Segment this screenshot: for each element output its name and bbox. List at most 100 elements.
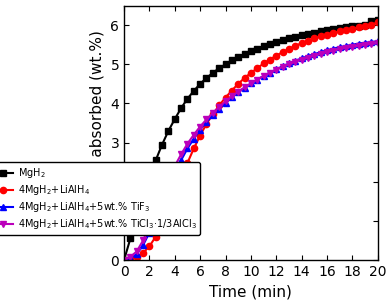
4MgH$_2$+LiAlH$_4$ <box>255 66 260 70</box>
4MgH$_2$+LiAlH$_4$ <box>141 251 145 255</box>
4MgH$_2$+LiAlH$_4$+5wt.% TiCl$_3$·1/3AlCl$_3$ <box>268 71 272 75</box>
MgH$_2$ <box>160 143 165 146</box>
4MgH$_2$+LiAlH$_4$+5wt.% TiF$_3$ <box>287 62 291 65</box>
4MgH$_2$+LiAlH$_4$+5wt.% TiF$_3$ <box>299 56 304 60</box>
4MgH$_2$+LiAlH$_4$+5wt.% TiF$_3$ <box>223 101 228 105</box>
Line: MgH$_2$: MgH$_2$ <box>121 17 381 263</box>
MgH$_2$ <box>217 66 221 70</box>
4MgH$_2$+LiAlH$_4$ <box>369 23 374 27</box>
4MgH$_2$+LiAlH$_4$+5wt.% TiF$_3$ <box>337 45 342 49</box>
4MgH$_2$+LiAlH$_4$ <box>337 30 342 33</box>
4MgH$_2$+LiAlH$_4$+5wt.% TiCl$_3$·1/3AlCl$_3$ <box>325 50 329 54</box>
4MgH$_2$+LiAlH$_4$ <box>166 208 171 212</box>
4MgH$_2$+LiAlH$_4$ <box>198 134 203 137</box>
MgH$_2$ <box>147 176 152 180</box>
MgH$_2$ <box>376 18 380 22</box>
4MgH$_2$+LiAlH$_4$+5wt.% TiCl$_3$·1/3AlCl$_3$ <box>179 152 183 156</box>
MgH$_2$ <box>287 37 291 40</box>
4MgH$_2$+LiAlH$_4$+5wt.% TiCl$_3$·1/3AlCl$_3$ <box>147 224 152 228</box>
MgH$_2$ <box>306 32 310 36</box>
MgH$_2$ <box>185 97 190 101</box>
MgH$_2$ <box>236 56 241 59</box>
4MgH$_2$+LiAlH$_4$+5wt.% TiCl$_3$·1/3AlCl$_3$ <box>287 63 291 66</box>
4MgH$_2$+LiAlH$_4$+5wt.% TiF$_3$ <box>147 231 152 235</box>
4MgH$_2$+LiAlH$_4$ <box>331 31 336 35</box>
4MgH$_2$+LiAlH$_4$+5wt.% TiF$_3$ <box>344 44 348 48</box>
4MgH$_2$+LiAlH$_4$+5wt.% TiCl$_3$·1/3AlCl$_3$ <box>306 56 310 59</box>
4MgH$_2$+LiAlH$_4$+5wt.% TiCl$_3$·1/3AlCl$_3$ <box>191 133 196 137</box>
4MgH$_2$+LiAlH$_4$+5wt.% TiF$_3$ <box>122 258 126 262</box>
4MgH$_2$+LiAlH$_4$+5wt.% TiCl$_3$·1/3AlCl$_3$ <box>337 47 342 51</box>
4MgH$_2$+LiAlH$_4$+5wt.% TiF$_3$ <box>268 71 272 74</box>
4MgH$_2$+LiAlH$_4$+5wt.% TiF$_3$ <box>128 256 133 260</box>
4MgH$_2$+LiAlH$_4$+5wt.% TiCl$_3$·1/3AlCl$_3$ <box>293 60 298 64</box>
4MgH$_2$+LiAlH$_4$+5wt.% TiCl$_3$·1/3AlCl$_3$ <box>141 239 145 242</box>
4MgH$_2$+LiAlH$_4$+5wt.% TiF$_3$ <box>172 171 177 175</box>
4MgH$_2$+LiAlH$_4$+5wt.% TiCl$_3$·1/3AlCl$_3$ <box>211 111 215 115</box>
4MgH$_2$+LiAlH$_4$+5wt.% TiCl$_3$·1/3AlCl$_3$ <box>134 249 139 253</box>
4MgH$_2$+LiAlH$_4$+5wt.% TiF$_3$ <box>331 47 336 50</box>
MgH$_2$ <box>274 40 279 44</box>
4MgH$_2$+LiAlH$_4$+5wt.% TiF$_3$ <box>166 186 171 189</box>
4MgH$_2$+LiAlH$_4$+5wt.% TiF$_3$ <box>356 42 361 45</box>
MgH$_2$ <box>344 25 348 29</box>
4MgH$_2$+LiAlH$_4$ <box>160 222 165 226</box>
MgH$_2$ <box>318 30 323 33</box>
4MgH$_2$+LiAlH$_4$+5wt.% TiCl$_3$·1/3AlCl$_3$ <box>223 100 228 103</box>
4MgH$_2$+LiAlH$_4$ <box>211 113 215 116</box>
Legend: MgH$_2$, 4MgH$_2$+LiAlH$_4$, 4MgH$_2$+LiAlH$_4$+5wt.% TiF$_3$, 4MgH$_2$+LiAlH$_4: MgH$_2$, 4MgH$_2$+LiAlH$_4$, 4MgH$_2$+Li… <box>0 162 200 235</box>
4MgH$_2$+LiAlH$_4$ <box>204 122 209 126</box>
4MgH$_2$+LiAlH$_4$+5wt.% TiCl$_3$·1/3AlCl$_3$ <box>236 90 241 94</box>
4MgH$_2$+LiAlH$_4$ <box>318 35 323 38</box>
4MgH$_2$+LiAlH$_4$+5wt.% TiF$_3$ <box>134 252 139 256</box>
4MgH$_2$+LiAlH$_4$+5wt.% TiCl$_3$·1/3AlCl$_3$ <box>172 164 177 168</box>
4MgH$_2$+LiAlH$_4$ <box>249 71 253 75</box>
4MgH$_2$+LiAlH$_4$+5wt.% TiF$_3$ <box>293 59 298 63</box>
4MgH$_2$+LiAlH$_4$+5wt.% TiCl$_3$·1/3AlCl$_3$ <box>122 258 126 262</box>
4MgH$_2$+LiAlH$_4$+5wt.% TiF$_3$ <box>261 74 266 78</box>
4MgH$_2$+LiAlH$_4$+5wt.% TiCl$_3$·1/3AlCl$_3$ <box>229 95 234 98</box>
4MgH$_2$+LiAlH$_4$ <box>134 255 139 259</box>
4MgH$_2$+LiAlH$_4$ <box>242 76 247 80</box>
4MgH$_2$+LiAlH$_4$ <box>325 33 329 36</box>
4MgH$_2$+LiAlH$_4$ <box>185 161 190 165</box>
4MgH$_2$+LiAlH$_4$+5wt.% TiCl$_3$·1/3AlCl$_3$ <box>280 65 285 69</box>
MgH$_2$ <box>198 82 203 86</box>
MgH$_2$ <box>242 52 247 56</box>
4MgH$_2$+LiAlH$_4$+5wt.% TiCl$_3$·1/3AlCl$_3$ <box>255 78 260 81</box>
4MgH$_2$+LiAlH$_4$+5wt.% TiCl$_3$·1/3AlCl$_3$ <box>204 118 209 121</box>
4MgH$_2$+LiAlH$_4$+5wt.% TiF$_3$ <box>325 48 329 52</box>
4MgH$_2$+LiAlH$_4$ <box>287 47 291 51</box>
4MgH$_2$+LiAlH$_4$ <box>274 54 279 58</box>
4MgH$_2$+LiAlH$_4$+5wt.% TiCl$_3$·1/3AlCl$_3$ <box>344 46 348 50</box>
4MgH$_2$+LiAlH$_4$+5wt.% TiCl$_3$·1/3AlCl$_3$ <box>166 178 171 181</box>
4MgH$_2$+LiAlH$_4$+5wt.% TiF$_3$ <box>236 91 241 94</box>
4MgH$_2$+LiAlH$_4$+5wt.% TiCl$_3$·1/3AlCl$_3$ <box>198 125 203 128</box>
MgH$_2$ <box>172 117 177 121</box>
4MgH$_2$+LiAlH$_4$+5wt.% TiCl$_3$·1/3AlCl$_3$ <box>318 52 323 56</box>
MgH$_2$ <box>179 106 183 110</box>
4MgH$_2$+LiAlH$_4$ <box>128 257 133 261</box>
Y-axis label: Hydrogen absorbed (wt.%): Hydrogen absorbed (wt.%) <box>90 30 105 236</box>
MgH$_2$ <box>299 34 304 37</box>
MgH$_2$ <box>128 237 133 240</box>
4MgH$_2$+LiAlH$_4$+5wt.% TiCl$_3$·1/3AlCl$_3$ <box>128 255 133 259</box>
MgH$_2$ <box>122 258 126 262</box>
4MgH$_2$+LiAlH$_4$ <box>217 104 221 107</box>
MgH$_2$ <box>363 23 367 27</box>
4MgH$_2$+LiAlH$_4$+5wt.% TiCl$_3$·1/3AlCl$_3$ <box>160 192 165 196</box>
4MgH$_2$+LiAlH$_4$ <box>306 39 310 43</box>
4MgH$_2$+LiAlH$_4$ <box>299 41 304 45</box>
4MgH$_2$+LiAlH$_4$ <box>344 28 348 32</box>
4MgH$_2$+LiAlH$_4$+5wt.% TiF$_3$ <box>160 201 165 205</box>
4MgH$_2$+LiAlH$_4$+5wt.% TiF$_3$ <box>153 217 158 221</box>
4MgH$_2$+LiAlH$_4$ <box>280 50 285 54</box>
4MgH$_2$+LiAlH$_4$+5wt.% TiCl$_3$·1/3AlCl$_3$ <box>261 74 266 78</box>
MgH$_2$ <box>204 76 209 80</box>
4MgH$_2$+LiAlH$_4$+5wt.% TiF$_3$ <box>179 158 183 162</box>
4MgH$_2$+LiAlH$_4$+5wt.% TiCl$_3$·1/3AlCl$_3$ <box>356 44 361 48</box>
4MgH$_2$+LiAlH$_4$+5wt.% TiF$_3$ <box>363 41 367 45</box>
4MgH$_2$+LiAlH$_4$+5wt.% TiCl$_3$·1/3AlCl$_3$ <box>242 85 247 89</box>
4MgH$_2$+LiAlH$_4$+5wt.% TiF$_3$ <box>318 50 323 54</box>
4MgH$_2$+LiAlH$_4$ <box>268 58 272 61</box>
